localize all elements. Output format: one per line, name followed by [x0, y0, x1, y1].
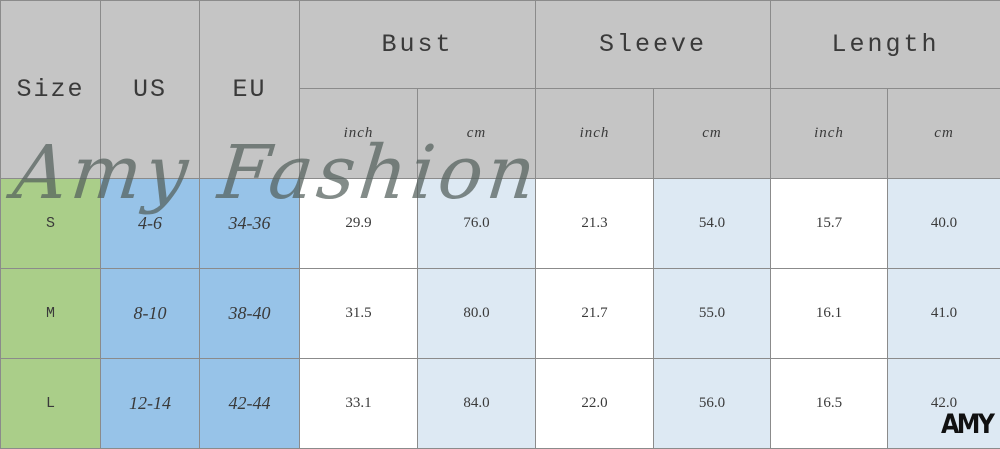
cell-bust-inch: 31.5	[300, 269, 418, 359]
cell-bust-inch: 33.1	[300, 359, 418, 449]
column-header-length: Length	[771, 1, 1000, 89]
unit-header-bust-cm: cm	[418, 89, 536, 179]
cell-sleeve-inch: 22.0	[536, 359, 654, 449]
cell-sleeve-inch: 21.7	[536, 269, 654, 359]
brand-logo-amy: AMY	[941, 411, 992, 438]
unit-header-sleeve-cm: cm	[654, 89, 771, 179]
brand-logo-text: AMY	[941, 409, 992, 440]
cell-size: L	[1, 359, 101, 449]
column-header-eu: EU	[200, 1, 300, 179]
table-row: M 8-10 38-40 31.5 80.0 21.7 55.0 16.1 41…	[1, 269, 1000, 359]
cell-size: S	[1, 179, 101, 269]
table-row: S 4-6 34-36 29.9 76.0 21.3 54.0 15.7 40.…	[1, 179, 1000, 269]
cell-us: 4-6	[101, 179, 200, 269]
column-header-sleeve: Sleeve	[536, 1, 771, 89]
cell-sleeve-inch: 21.3	[536, 179, 654, 269]
column-header-bust: Bust	[300, 1, 536, 89]
cell-bust-cm: 84.0	[418, 359, 536, 449]
column-header-us: US	[101, 1, 200, 179]
cell-length-cm: 40.0	[888, 179, 1000, 269]
cell-eu: 42-44	[200, 359, 300, 449]
cell-length-inch: 15.7	[771, 179, 888, 269]
cell-us: 8-10	[101, 269, 200, 359]
table-row: L 12-14 42-44 33.1 84.0 22.0 56.0 16.5 4…	[1, 359, 1000, 449]
cell-sleeve-cm: 56.0	[654, 359, 771, 449]
unit-header-length-inch: inch	[771, 89, 888, 179]
cell-eu: 34-36	[200, 179, 300, 269]
cell-sleeve-cm: 55.0	[654, 269, 771, 359]
cell-size: M	[1, 269, 101, 359]
column-header-size: Size	[1, 1, 101, 179]
cell-bust-cm: 80.0	[418, 269, 536, 359]
cell-length-inch: 16.1	[771, 269, 888, 359]
cell-bust-inch: 29.9	[300, 179, 418, 269]
cell-us: 12-14	[101, 359, 200, 449]
unit-header-length-cm: cm	[888, 89, 1000, 179]
cell-sleeve-cm: 54.0	[654, 179, 771, 269]
cell-length-cm: 41.0	[888, 269, 1000, 359]
unit-header-sleeve-inch: inch	[536, 89, 654, 179]
cell-bust-cm: 76.0	[418, 179, 536, 269]
table-header-row-main: Size US EU Bust Sleeve Length	[1, 1, 1000, 89]
cell-length-inch: 16.5	[771, 359, 888, 449]
cell-eu: 38-40	[200, 269, 300, 359]
unit-header-bust-inch: inch	[300, 89, 418, 179]
